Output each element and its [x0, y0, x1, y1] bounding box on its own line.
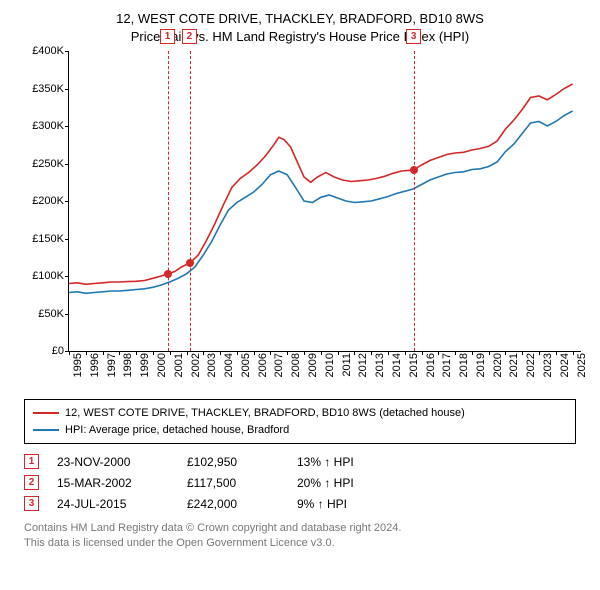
event-marker: 3 [24, 496, 39, 511]
event-marker: 2 [24, 475, 39, 490]
x-tick-label: 1996 [89, 353, 101, 377]
legend-label-price: 12, WEST COTE DRIVE, THACKLEY, BRADFORD,… [65, 405, 465, 422]
event-delta: 20% ↑ HPI [297, 476, 354, 490]
y-tick-label: £150K [32, 233, 64, 245]
x-tick-label: 2020 [492, 353, 504, 377]
y-tick-label: £300K [32, 120, 64, 132]
footer-line-1: Contains HM Land Registry data © Crown c… [24, 521, 576, 536]
legend-label-hpi: HPI: Average price, detached house, Brad… [65, 422, 289, 439]
title-line-1: 12, WEST COTE DRIVE, THACKLEY, BRADFORD,… [10, 10, 590, 28]
x-tick-label: 2010 [324, 353, 336, 377]
event-delta: 9% ↑ HPI [297, 497, 347, 511]
x-tick-label: 2015 [408, 353, 420, 377]
event-price: £242,000 [187, 497, 297, 511]
event-marker-box: 1 [160, 29, 175, 44]
event-vline [414, 51, 415, 351]
plot-svg [69, 51, 581, 351]
x-tick-label: 2013 [374, 353, 386, 377]
legend: 12, WEST COTE DRIVE, THACKLEY, BRADFORD,… [24, 399, 576, 444]
x-tick-label: 1999 [139, 353, 151, 377]
events-list: 1 23-NOV-2000 £102,950 13% ↑ HPI 2 15-MA… [24, 454, 576, 511]
y-tick-label: £100K [32, 270, 64, 282]
legend-swatch-price [33, 412, 59, 414]
x-tick-label: 1995 [72, 353, 84, 377]
event-price: £102,950 [187, 455, 297, 469]
x-tick-label: 2016 [425, 353, 437, 377]
x-tick-label: 2014 [391, 353, 403, 377]
y-tick-label: £50K [38, 308, 64, 320]
event-row: 3 24-JUL-2015 £242,000 9% ↑ HPI [24, 496, 576, 511]
event-row: 1 23-NOV-2000 £102,950 13% ↑ HPI [24, 454, 576, 469]
event-marker-box: 2 [182, 29, 197, 44]
x-tick-label: 2009 [307, 353, 319, 377]
x-tick-label: 2004 [223, 353, 235, 377]
footer-line-2: This data is licensed under the Open Gov… [24, 536, 576, 551]
x-tick-label: 2011 [341, 353, 353, 377]
x-axis: 1995 1996 1997 1998 1999 2000 2001 2002 2003 2004… [68, 353, 580, 391]
legend-row-price: 12, WEST COTE DRIVE, THACKLEY, BRADFORD,… [33, 405, 567, 422]
x-tick-label: 2025 [576, 353, 588, 377]
event-date: 24-JUL-2015 [57, 497, 187, 511]
chart-title-block: 12, WEST COTE DRIVE, THACKLEY, BRADFORD,… [10, 10, 590, 45]
event-vline [190, 51, 191, 351]
event-marker-box: 3 [406, 29, 421, 44]
x-tick-label: 2008 [290, 353, 302, 377]
legend-swatch-hpi [33, 429, 59, 431]
event-point [186, 259, 194, 267]
chart-area: £0£50K£100K£150K£200K£250K£300K£350K£400… [20, 51, 580, 391]
y-tick-label: £0 [52, 345, 64, 357]
event-price: £117,500 [187, 476, 297, 490]
x-tick-label: 2001 [173, 353, 185, 377]
y-tick-label: £200K [32, 195, 64, 207]
event-point [164, 270, 172, 278]
event-date: 15-MAR-2002 [57, 476, 187, 490]
title-line-2: Price paid vs. HM Land Registry's House … [10, 28, 590, 46]
y-tick-label: £350K [32, 83, 64, 95]
x-tick-label: 2002 [190, 353, 202, 377]
y-tick-label: £250K [32, 158, 64, 170]
x-tick-label: 2021 [508, 353, 520, 377]
x-tick-label: 2006 [257, 353, 269, 377]
x-tick-label: 2017 [441, 353, 453, 377]
x-tick-label: 2007 [273, 353, 285, 377]
y-axis: £0£50K£100K£150K£200K£250K£300K£350K£400… [20, 51, 66, 351]
event-point [410, 166, 418, 174]
plot-area [68, 51, 581, 352]
footer-note: Contains HM Land Registry data © Crown c… [24, 521, 576, 551]
series-line [69, 111, 573, 293]
y-tick-label: £400K [32, 45, 64, 57]
x-tick-label: 2000 [156, 353, 168, 377]
x-tick-label: 2019 [475, 353, 487, 377]
x-tick-label: 2005 [240, 353, 252, 377]
x-tick-label: 2012 [357, 353, 369, 377]
x-tick-label: 2024 [559, 353, 571, 377]
event-delta: 13% ↑ HPI [297, 455, 354, 469]
event-marker: 1 [24, 454, 39, 469]
x-tick-label: 2018 [458, 353, 470, 377]
legend-row-hpi: HPI: Average price, detached house, Brad… [33, 422, 567, 439]
x-tick-label: 2003 [206, 353, 218, 377]
x-tick-label: 1997 [106, 353, 118, 377]
series-line [69, 84, 573, 284]
x-tick-label: 1998 [122, 353, 134, 377]
x-tick-label: 2022 [525, 353, 537, 377]
x-tick-label: 2023 [542, 353, 554, 377]
event-vline [168, 51, 169, 351]
event-date: 23-NOV-2000 [57, 455, 187, 469]
event-row: 2 15-MAR-2002 £117,500 20% ↑ HPI [24, 475, 576, 490]
